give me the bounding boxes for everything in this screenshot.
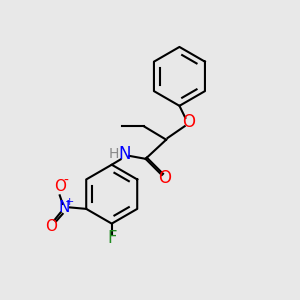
Text: O: O [158, 169, 171, 187]
Text: N: N [119, 146, 131, 164]
Text: +: + [65, 197, 74, 207]
Text: N: N [58, 200, 70, 215]
Text: H: H [109, 147, 119, 161]
Text: -: - [64, 174, 69, 188]
Text: F: F [107, 229, 116, 247]
Text: O: O [54, 179, 66, 194]
Text: O: O [182, 113, 195, 131]
Text: O: O [45, 219, 57, 234]
